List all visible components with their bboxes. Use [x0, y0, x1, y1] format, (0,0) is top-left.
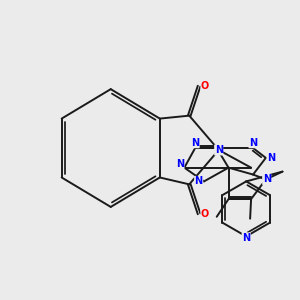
Text: O: O: [201, 209, 209, 219]
Text: N: N: [249, 138, 257, 148]
Text: N: N: [214, 145, 223, 155]
Text: N: N: [195, 176, 203, 186]
Text: N: N: [191, 138, 199, 148]
Text: N: N: [262, 174, 271, 184]
Text: N: N: [242, 233, 250, 243]
Text: O: O: [201, 81, 209, 91]
Text: N: N: [176, 159, 184, 169]
Text: N: N: [267, 153, 275, 163]
